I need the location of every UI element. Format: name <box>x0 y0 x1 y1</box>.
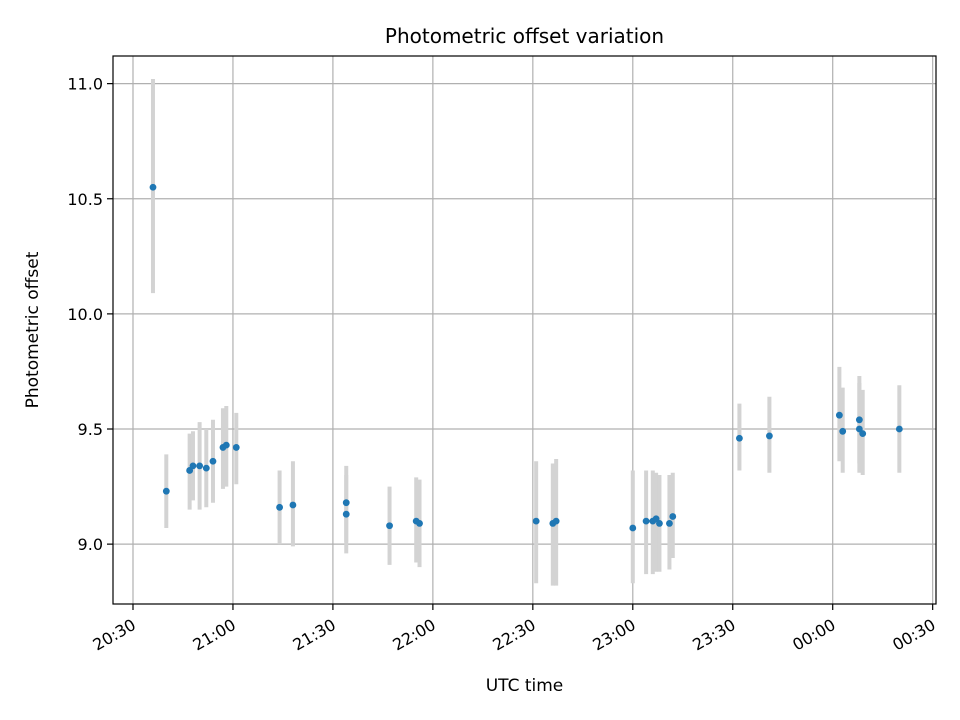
y-tick-label: 11.0 <box>67 75 103 94</box>
data-point <box>276 503 283 511</box>
data-point <box>855 416 863 424</box>
data-point <box>736 434 743 442</box>
data-point <box>859 430 867 438</box>
data-point <box>162 487 170 495</box>
data-point <box>656 520 663 527</box>
y-tick-label: 9.0 <box>78 535 103 554</box>
data-point <box>289 501 297 509</box>
y-tick-label: 10.5 <box>67 190 103 209</box>
grid-lines <box>113 56 936 604</box>
data-point <box>552 517 560 525</box>
data-point <box>766 432 773 440</box>
data-points <box>149 183 903 532</box>
data-point <box>149 183 157 191</box>
data-point <box>232 444 240 451</box>
data-point <box>342 499 350 507</box>
data-point <box>629 524 637 532</box>
y-axis-title: Photometric offset <box>23 251 43 408</box>
data-point <box>416 520 423 527</box>
data-point <box>895 425 903 433</box>
x-axis-title: UTC time <box>486 676 564 696</box>
plot-frame <box>112 55 937 605</box>
data-point <box>342 510 350 518</box>
data-point <box>532 517 540 525</box>
data-point <box>839 427 847 435</box>
data-point <box>209 457 217 465</box>
data-point <box>196 462 204 470</box>
data-point <box>642 517 650 525</box>
data-point <box>202 464 210 472</box>
data-point <box>222 441 230 449</box>
data-point <box>666 520 673 527</box>
y-tick-label: 10.0 <box>67 305 103 324</box>
data-point <box>669 513 677 520</box>
y-tick-label: 9.5 <box>78 420 103 439</box>
chart-title: Photometric offset variation <box>385 24 664 48</box>
data-point <box>189 462 197 470</box>
data-point <box>386 522 393 530</box>
data-point <box>835 411 843 419</box>
